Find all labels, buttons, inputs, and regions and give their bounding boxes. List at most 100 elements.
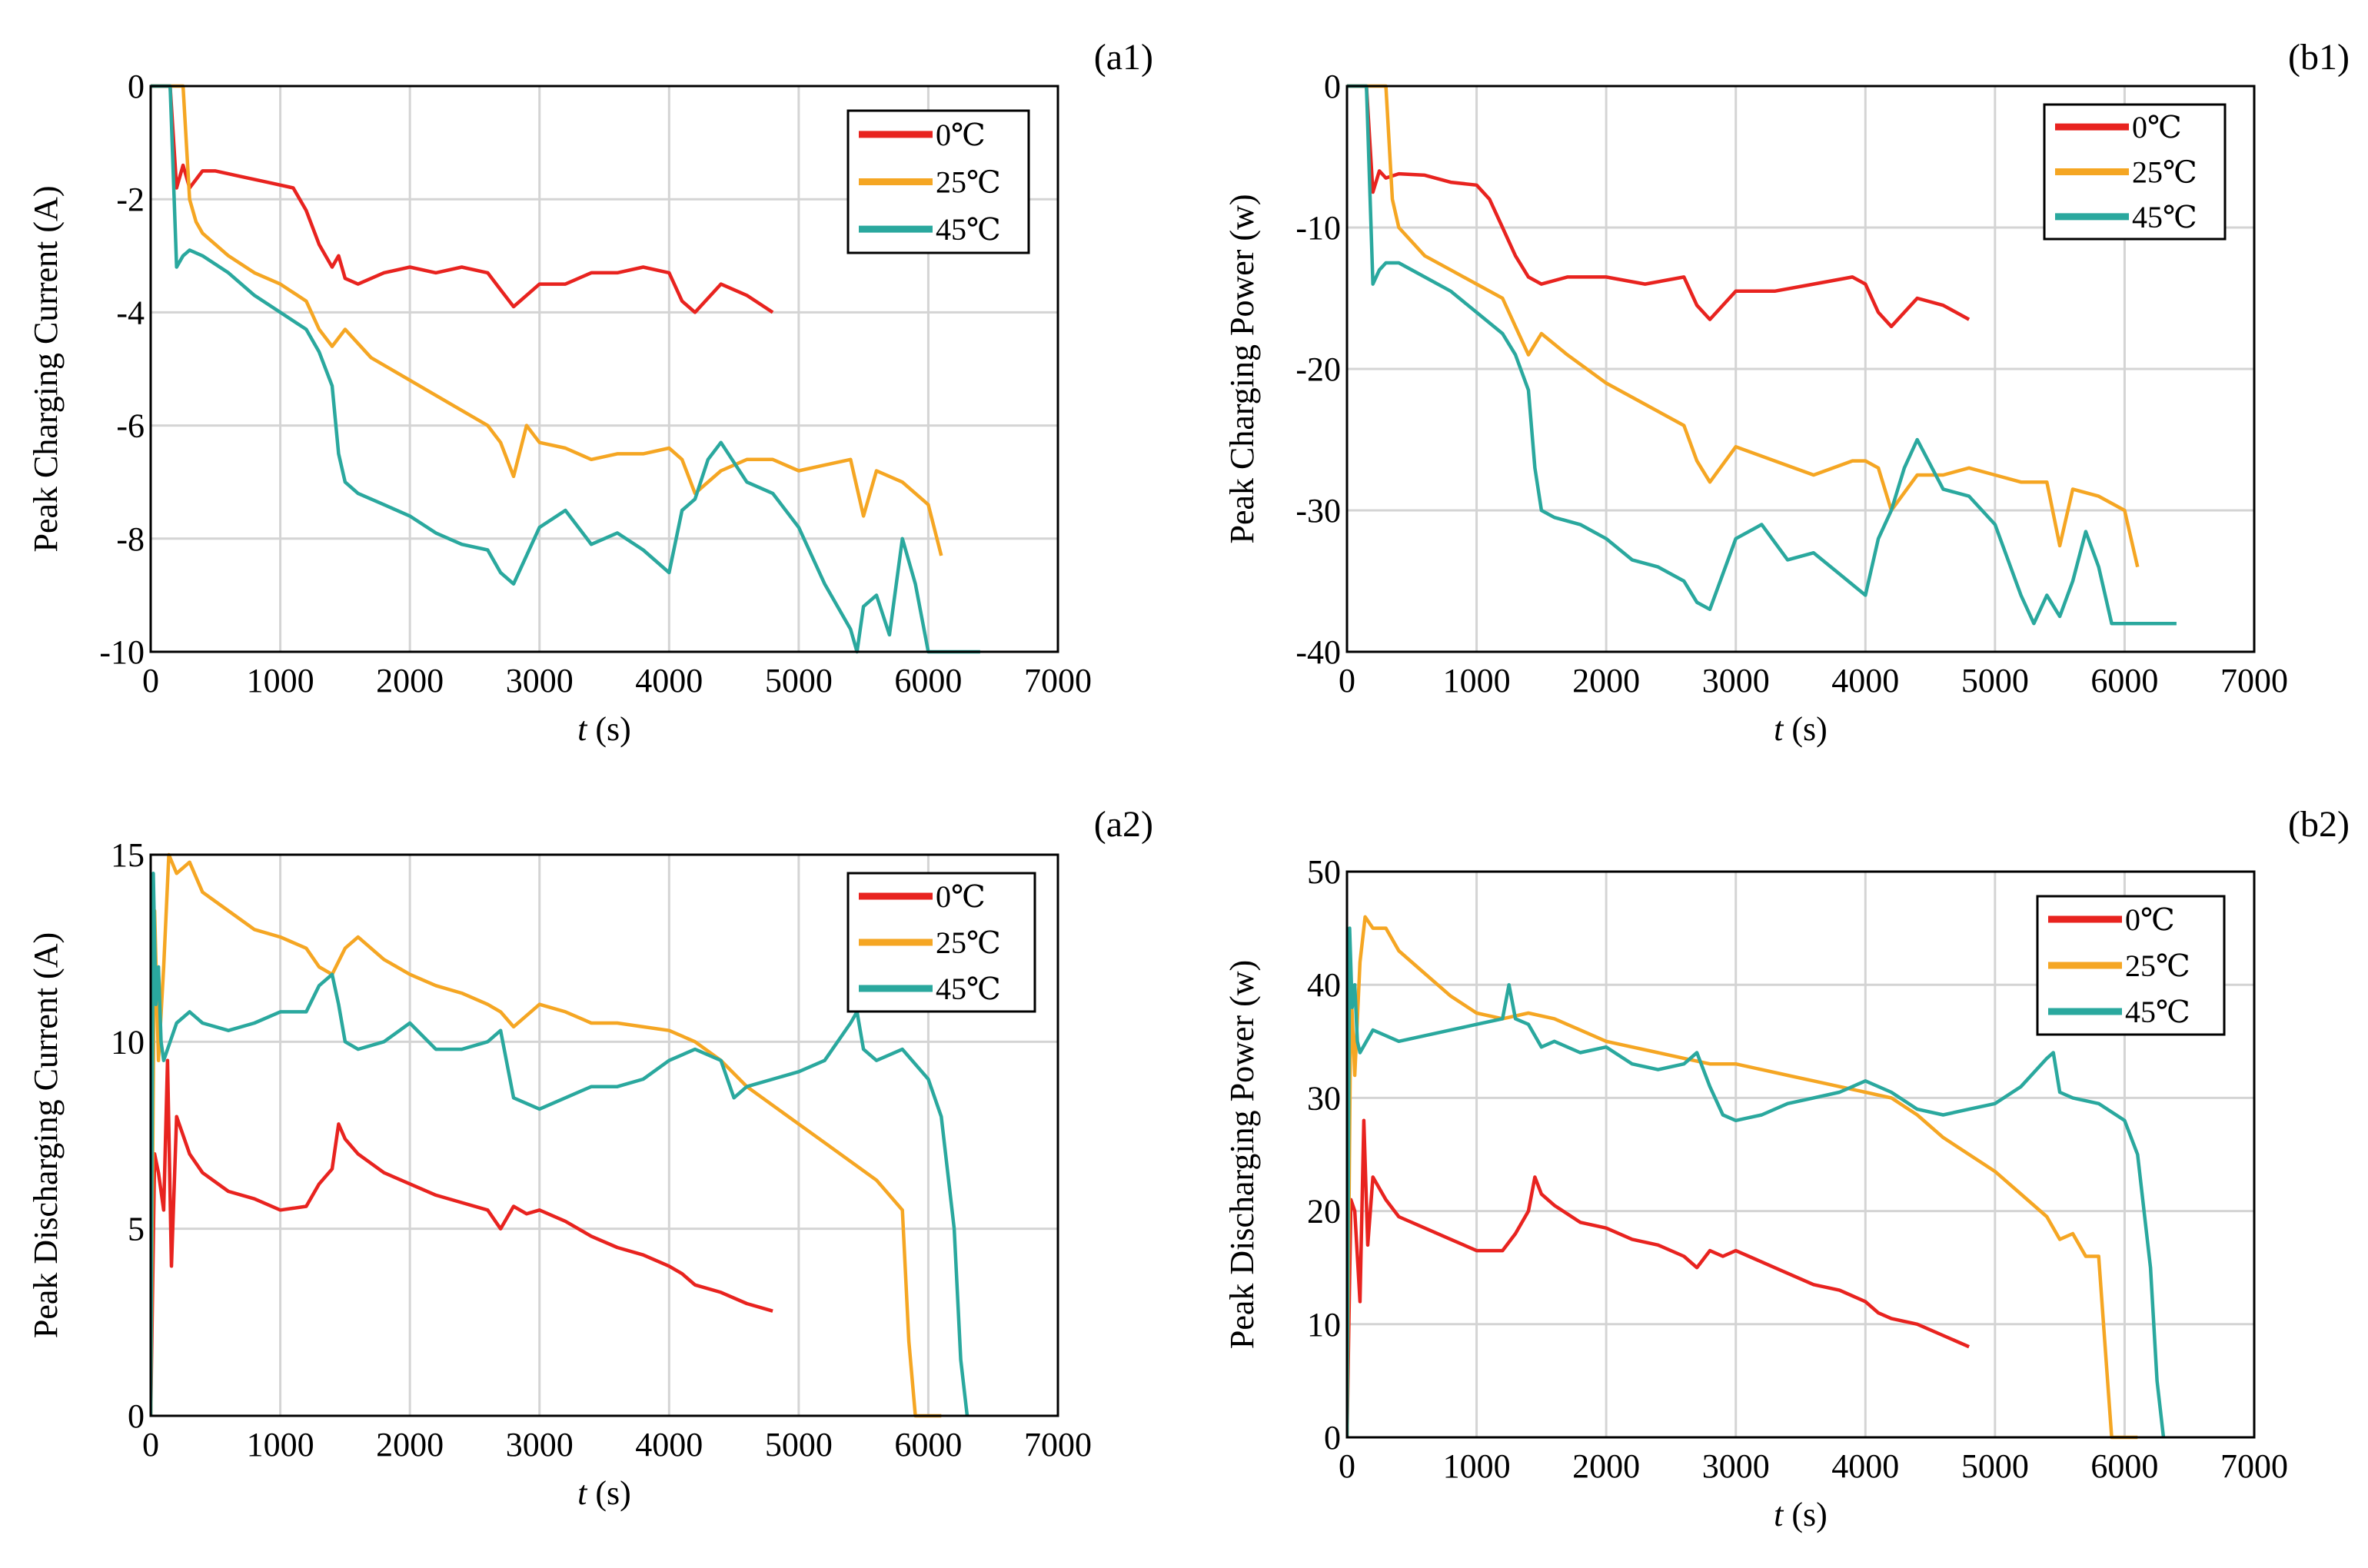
y-tick-label: 50 xyxy=(1307,853,1341,891)
y-tick-label: 0 xyxy=(1324,68,1341,105)
y-tick-label: -10 xyxy=(1295,209,1341,247)
x-tick-label: 6000 xyxy=(2090,662,2158,699)
y-tick-label: -4 xyxy=(116,294,145,331)
series-line-0 xyxy=(151,1058,773,1417)
series-line-1 xyxy=(1347,84,2140,568)
x-axis-unit: (s) xyxy=(1783,710,1827,748)
panel-label: (b1) xyxy=(2288,37,2350,78)
x-axis-unit: (s) xyxy=(587,1474,630,1512)
series-line-1 xyxy=(151,84,943,556)
y-tick-label: 20 xyxy=(1307,1193,1341,1231)
x-axis-unit: (s) xyxy=(587,710,630,748)
legend-label: 25℃ xyxy=(2132,155,2197,190)
y-tick-label: -6 xyxy=(116,407,145,445)
plot-frame xyxy=(1345,85,2256,653)
series-line-0 xyxy=(151,84,774,314)
legend-label: 0℃ xyxy=(2132,110,2182,145)
y-tick-label: 10 xyxy=(1307,1306,1341,1344)
x-axis-variable: t xyxy=(577,1474,588,1512)
legend-label: 45℃ xyxy=(2132,200,2197,234)
legend-label: 25℃ xyxy=(936,165,1001,200)
x-tick-label: 2000 xyxy=(1572,1447,1640,1485)
series-line-2 xyxy=(1347,926,2166,1438)
legend-label: 0℃ xyxy=(936,118,986,152)
x-axis-unit: (s) xyxy=(1783,1496,1827,1533)
x-tick-label: 5000 xyxy=(765,662,833,699)
y-tick-label: 0 xyxy=(128,1397,145,1435)
y-tick-label: 30 xyxy=(1307,1079,1341,1117)
x-tick-label: 4000 xyxy=(635,1426,703,1463)
x-tick-label: 6000 xyxy=(2090,1447,2158,1485)
panel-b2: 0 1000 2000 3000 4000 5000 6000 7000 0 10 20 30 40 50… xyxy=(1223,804,2350,1533)
x-axis-label: t (s) xyxy=(577,1474,631,1512)
y-tick-label: 0 xyxy=(128,68,145,105)
y-tick-label: -10 xyxy=(99,633,145,671)
x-tick-label: 0 xyxy=(142,662,159,699)
series-line-2 xyxy=(151,84,980,654)
legend-label: 25℃ xyxy=(2125,948,2190,983)
y-tick-label: -2 xyxy=(116,181,145,218)
legend-label: 0℃ xyxy=(936,879,986,914)
x-tick-label: 5000 xyxy=(1961,1447,2029,1485)
y-axis-label: Peak Discharging Current (A) xyxy=(27,932,65,1338)
panel-label: (b2) xyxy=(2288,804,2350,845)
panel-label: (a1) xyxy=(1094,37,1153,78)
x-tick-label: 0 xyxy=(142,1426,159,1463)
y-tick-label: -40 xyxy=(1295,633,1341,671)
x-tick-label: 2000 xyxy=(376,662,444,699)
series-line-1 xyxy=(1347,915,2138,1440)
legend-label: 45℃ xyxy=(936,212,1001,247)
x-tick-label: 7000 xyxy=(2220,1447,2288,1485)
legend: 0℃ 25℃ 45℃ xyxy=(846,109,1030,254)
x-tick-label: 1000 xyxy=(247,1426,314,1463)
x-tick-label: 1000 xyxy=(1443,662,1511,699)
x-tick-label: 7000 xyxy=(1024,1426,1092,1463)
panel-label: (a2) xyxy=(1094,804,1153,845)
x-tick-label: 2000 xyxy=(1572,662,1640,699)
x-tick-label: 3000 xyxy=(1702,1447,1770,1485)
legend-label: 45℃ xyxy=(2125,995,2190,1029)
x-axis-label: t (s) xyxy=(1774,1496,1828,1533)
series-line-2 xyxy=(1347,84,2177,626)
x-tick-label: 0 xyxy=(1339,662,1355,699)
plot-frame xyxy=(149,85,1059,653)
x-axis-label: t (s) xyxy=(1774,710,1828,748)
x-axis-label: t (s) xyxy=(577,710,631,748)
y-tick-label: 10 xyxy=(111,1023,145,1061)
panel-a1: 0 1000 2000 3000 4000 5000 6000 7000 0 -2 -4 -6 -8 -1… xyxy=(27,37,1153,748)
plot-frame xyxy=(1345,870,2256,1439)
panel-a2: 0 1000 2000 3000 4000 5000 6000 7000 0 5 10 15 t (s)… xyxy=(27,804,1153,1512)
x-axis-variable: t xyxy=(1774,710,1784,748)
y-axis-label: Peak Discharging Power (w) xyxy=(1223,960,1261,1349)
x-tick-label: 7000 xyxy=(1024,662,1092,699)
y-axis-label: Peak Charging Power (w) xyxy=(1223,194,1261,544)
x-tick-label: 5000 xyxy=(1961,662,2029,699)
series-line-0 xyxy=(1347,84,1971,329)
x-tick-label: 7000 xyxy=(2220,662,2288,699)
x-tick-label: 4000 xyxy=(635,662,703,699)
x-tick-label: 4000 xyxy=(1831,662,1899,699)
y-tick-label: -30 xyxy=(1295,492,1341,530)
x-tick-label: 3000 xyxy=(1702,662,1770,699)
y-tick-label: -20 xyxy=(1295,350,1341,388)
series-line-2 xyxy=(151,872,969,1417)
legend-label: 25℃ xyxy=(936,925,1001,960)
y-tick-label: 40 xyxy=(1307,966,1341,1004)
series-line-0 xyxy=(1347,1118,1970,1438)
series-line-1 xyxy=(151,852,942,1418)
x-tick-label: 3000 xyxy=(506,662,574,699)
x-tick-label: 1000 xyxy=(247,662,314,699)
x-axis-variable: t xyxy=(1774,1496,1784,1533)
plot-frame xyxy=(149,853,1059,1417)
y-tick-label: -8 xyxy=(116,520,145,558)
legend: 0℃ 25℃ 45℃ xyxy=(2036,895,2226,1036)
x-tick-label: 3000 xyxy=(506,1426,574,1463)
legend-label: 45℃ xyxy=(936,972,1001,1006)
panel-b1: 0 1000 2000 3000 4000 5000 6000 7000 0 -10 -20 -30 -… xyxy=(1223,37,2350,748)
y-axis-label: Peak Charging Current (A) xyxy=(27,186,65,553)
y-tick-label: 0 xyxy=(1324,1419,1341,1457)
x-tick-label: 0 xyxy=(1339,1447,1355,1485)
y-tick-label: 5 xyxy=(128,1211,145,1248)
legend: 0℃ 25℃ 45℃ xyxy=(846,872,1036,1013)
x-tick-label: 6000 xyxy=(894,662,962,699)
